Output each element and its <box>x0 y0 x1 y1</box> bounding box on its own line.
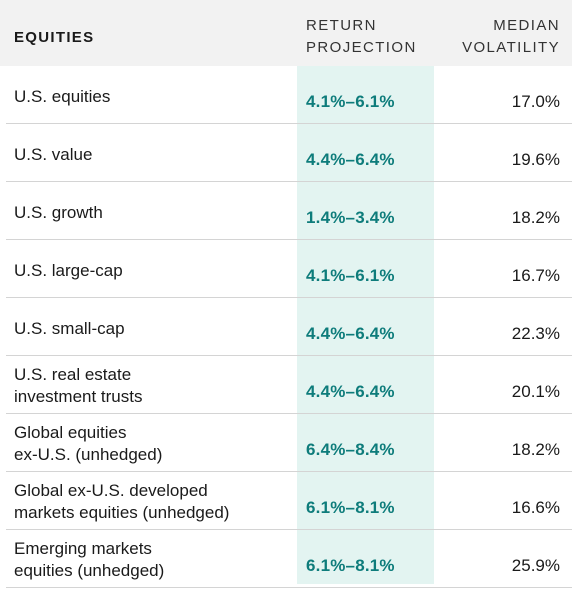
row-median-volatility: 18.2% <box>511 208 560 227</box>
row-label-line2: equities (unhedged) <box>14 561 165 580</box>
row-label: U.S. large-cap <box>14 260 299 282</box>
row-label-line2: markets equities (unhedged) <box>14 503 230 522</box>
row-median-volatility: 18.2% <box>511 440 560 459</box>
table-row: U.S. equities 4.1%–6.1% 17.0% <box>6 66 572 124</box>
row-return-projection: 4.1%–6.1% <box>306 266 395 285</box>
row-label-line1: Global ex-U.S. developed <box>14 481 208 500</box>
row-return-projection: 1.4%–3.4% <box>306 208 395 227</box>
table-row: U.S. value 4.4%–6.4% 19.6% <box>6 124 572 182</box>
row-label-line1: U.S. small-cap <box>14 319 125 338</box>
table-header: EQUITIES RETURN PROJECTION MEDIAN VOLATI… <box>0 0 572 66</box>
row-return-projection: 4.1%–6.1% <box>306 92 395 111</box>
row-label: U.S. real estate investment trusts <box>14 364 299 408</box>
header-return-projection: RETURN PROJECTION <box>306 15 417 59</box>
row-label: Global ex-U.S. developed markets equities… <box>14 480 299 524</box>
header-volatility-line1: MEDIAN <box>493 17 560 34</box>
row-return-projection: 4.4%–6.4% <box>306 382 395 401</box>
row-label: Emerging markets equities (unhedged) <box>14 538 299 582</box>
row-label: Global equities ex-U.S. (unhedged) <box>14 422 299 466</box>
row-median-volatility: 22.3% <box>511 324 560 343</box>
table-row: Global equities ex-U.S. (unhedged) 6.4%–8.… <box>6 414 572 472</box>
row-label-line1: Global equities <box>14 423 127 442</box>
row-return-projection: 6.4%–8.4% <box>306 440 395 459</box>
row-median-volatility: 17.0% <box>511 92 560 111</box>
row-median-volatility: 16.7% <box>511 266 560 285</box>
row-label-line1: U.S. real estate <box>14 365 132 384</box>
row-label: U.S. value <box>14 144 299 166</box>
row-label-line2: ex-U.S. (unhedged) <box>14 445 163 464</box>
row-median-volatility: 19.6% <box>511 150 560 169</box>
return-projection-column-highlight <box>297 66 434 584</box>
row-median-volatility: 25.9% <box>511 556 560 575</box>
header-return-line1: RETURN <box>306 17 377 34</box>
row-return-projection: 4.4%–6.4% <box>306 150 395 169</box>
row-label-line1: U.S. value <box>14 145 93 164</box>
table-row: U.S. growth 1.4%–3.4% 18.2% <box>6 182 572 240</box>
row-label-line1: U.S. large-cap <box>14 261 123 280</box>
table-row: Emerging markets equities (unhedged) 6.1%–… <box>6 530 572 588</box>
row-label-line2: investment trusts <box>14 387 143 406</box>
row-label: U.S. equities <box>14 86 299 108</box>
table-row: U.S. real estate investment trusts 4.4%–6.… <box>6 356 572 414</box>
row-label: U.S. small-cap <box>14 318 299 340</box>
row-label-line1: Emerging markets <box>14 539 152 558</box>
row-median-volatility: 20.1% <box>511 382 560 401</box>
row-return-projection: 6.1%–8.1% <box>306 498 395 517</box>
header-median-volatility: MEDIAN VOLATILITY <box>462 15 560 59</box>
row-return-projection: 6.1%–8.1% <box>306 556 395 575</box>
header-volatility-line2: VOLATILITY <box>462 39 560 56</box>
row-label-line1: U.S. growth <box>14 203 103 222</box>
table-row: Global ex-U.S. developed markets equities… <box>6 472 572 530</box>
table-row: U.S. small-cap 4.4%–6.4% 22.3% <box>6 298 572 356</box>
row-label: U.S. growth <box>14 202 299 224</box>
row-return-projection: 4.4%–6.4% <box>306 324 395 343</box>
header-equities: EQUITIES <box>14 29 95 46</box>
row-median-volatility: 16.6% <box>511 498 560 517</box>
header-return-line2: PROJECTION <box>306 39 417 56</box>
table-row: U.S. large-cap 4.1%–6.1% 16.7% <box>6 240 572 298</box>
row-label-line1: U.S. equities <box>14 87 111 106</box>
